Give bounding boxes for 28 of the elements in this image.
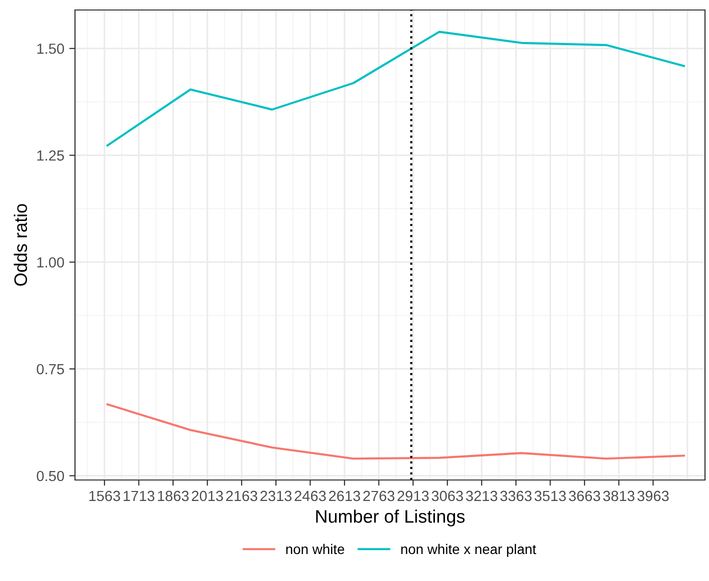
legend-label: non white x near plant (401, 544, 536, 557)
y-tick-label: 0.75 (36, 364, 64, 374)
x-tick-label: 1713 (124, 490, 154, 502)
legend-label: non white (286, 544, 344, 554)
x-tick-label: 1863 (158, 490, 189, 502)
x-tick-label: 2163 (226, 490, 258, 502)
line-series (106, 30, 686, 146)
x-tick-label: 3213 (466, 490, 498, 502)
line-series (106, 403, 686, 460)
y-tick-label: 1.50 (37, 44, 64, 54)
x-tick-label: 3363 (500, 490, 532, 502)
x-tick-label: 3813 (603, 490, 634, 502)
x-tick-label: 1563 (89, 490, 120, 502)
y-tick-label: 1.25 (37, 150, 64, 161)
x-tick-label: 3663 (568, 490, 600, 502)
x-tick-label: 3063 (432, 490, 463, 502)
x-tick-label: 3963 (637, 490, 669, 502)
x-tick-label: 2013 (192, 490, 223, 502)
x-tick-label: 2613 (329, 490, 360, 502)
y-tick-label: 0.50 (36, 470, 64, 482)
y-axis-title: Odds ratio (14, 204, 28, 286)
x-tick-label: 2313 (260, 490, 292, 502)
x-tick-label: 2463 (294, 490, 326, 502)
x-tick-label: 3513 (534, 490, 566, 502)
x-axis-title: Number of Listings (316, 510, 465, 526)
x-tick-label: 2763 (363, 490, 394, 502)
y-tick-label: 1.00 (37, 257, 64, 268)
x-tick-label: 2913 (398, 490, 429, 502)
